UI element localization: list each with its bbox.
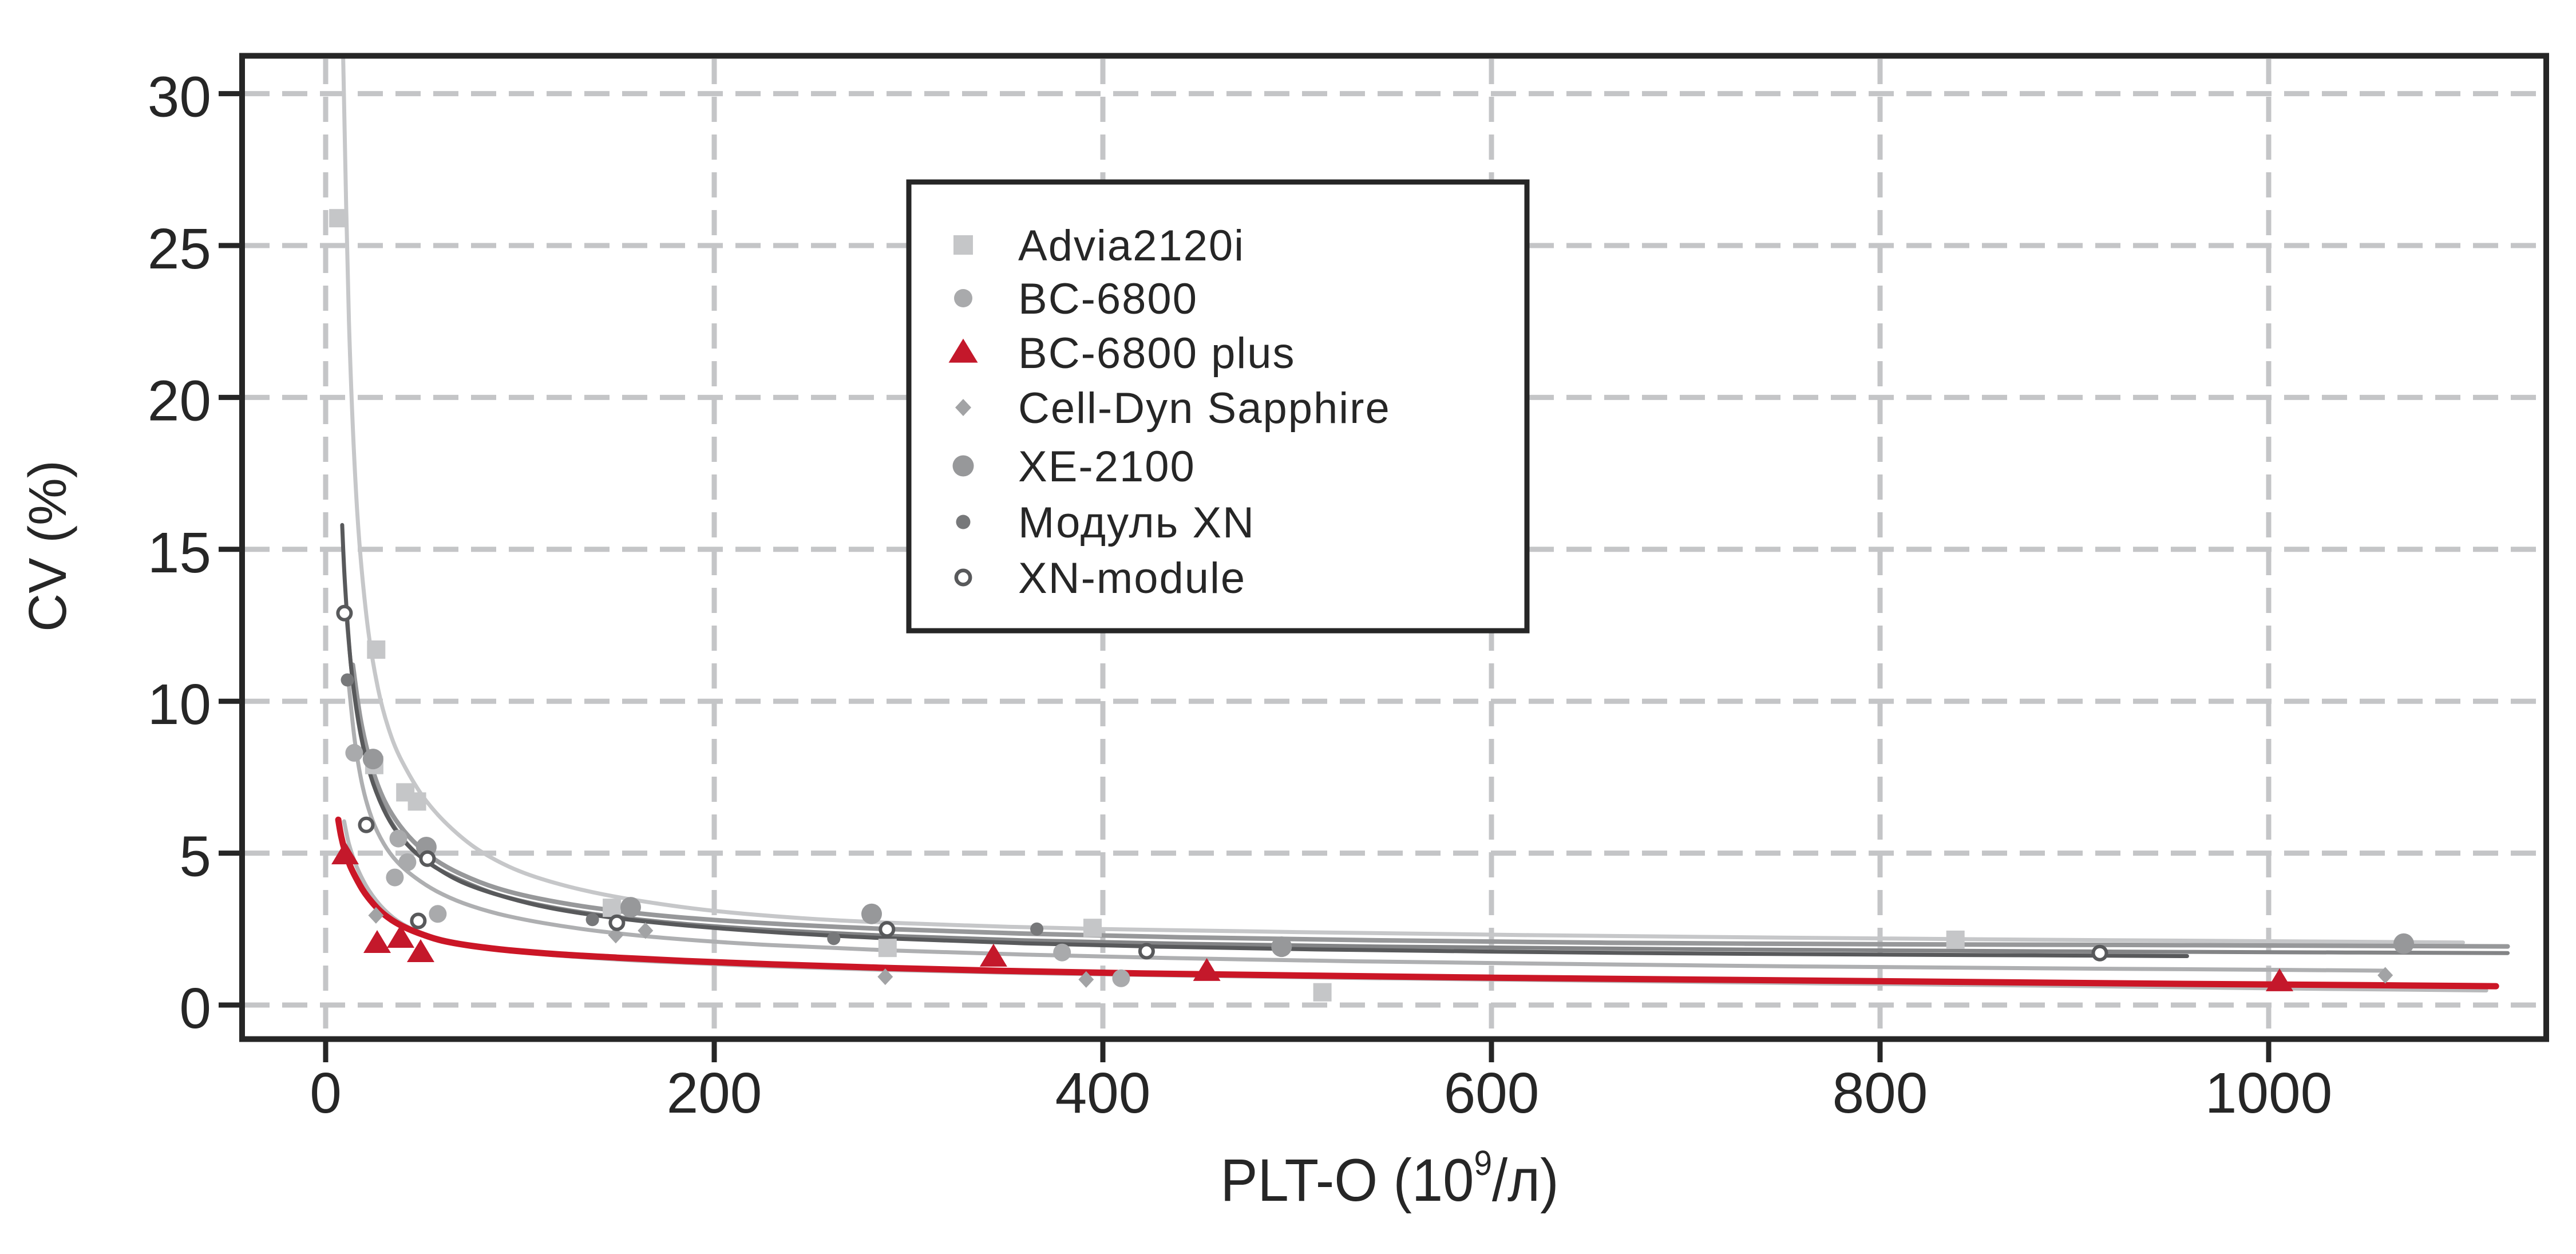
svg-text:PLT-O (109/л): PLT-O (109/л) [1220, 1144, 1558, 1214]
svg-text:30: 30 [148, 65, 211, 129]
svg-text:Cell-Dyn Sapphire: Cell-Dyn Sapphire [1018, 384, 1391, 433]
svg-text:5: 5 [179, 825, 211, 889]
svg-text:XN-module: XN-module [1018, 554, 1246, 603]
svg-text:Модуль XN: Модуль XN [1018, 499, 1255, 547]
svg-text:800: 800 [1833, 1061, 1928, 1125]
svg-text:0: 0 [179, 976, 211, 1041]
svg-text:15: 15 [148, 521, 211, 585]
svg-text:400: 400 [1055, 1061, 1151, 1125]
svg-text:200: 200 [667, 1061, 762, 1125]
svg-text:10: 10 [148, 673, 211, 737]
svg-text:1000: 1000 [2205, 1061, 2332, 1125]
svg-text:20: 20 [148, 369, 211, 433]
svg-text:XE-2100: XE-2100 [1018, 442, 1196, 491]
svg-text:25: 25 [148, 217, 211, 281]
svg-text:Advia2120i: Advia2120i [1018, 221, 1245, 270]
svg-text:CV (%): CV (%) [18, 460, 77, 632]
svg-text:600: 600 [1444, 1061, 1540, 1125]
svg-text:0: 0 [310, 1061, 342, 1125]
svg-text:BC-6800: BC-6800 [1018, 275, 1198, 323]
svg-text:BC-6800 plus: BC-6800 plus [1018, 329, 1296, 378]
